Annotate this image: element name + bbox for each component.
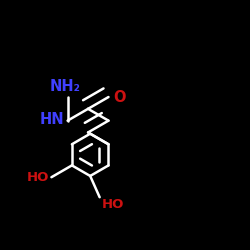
Text: O: O: [113, 90, 126, 104]
Text: HN: HN: [39, 112, 64, 127]
Text: HO: HO: [102, 198, 124, 211]
Text: NH₂: NH₂: [50, 79, 81, 94]
Text: HO: HO: [27, 171, 50, 184]
